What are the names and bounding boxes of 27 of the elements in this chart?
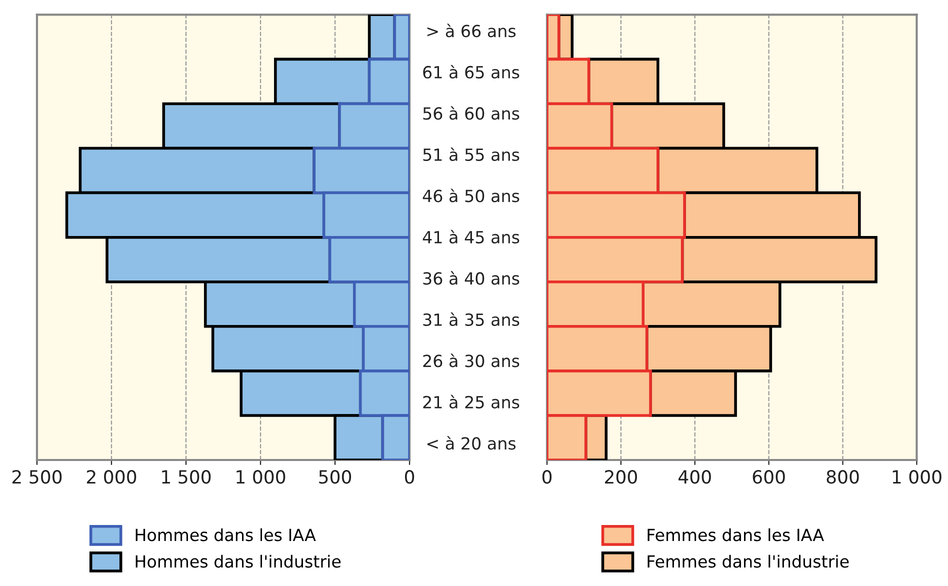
text: > à 66 ans	[427, 24, 516, 38]
x-tick-label: 600	[752, 470, 785, 484]
x-tick-label: 200	[605, 470, 637, 484]
text: 41 à 45 ans	[422, 230, 520, 244]
legend-label: Hommes dans l'industrie	[136, 554, 341, 568]
legend-label: Femmes dans l'industrie	[648, 554, 849, 568]
x-tick-label: 2 500	[12, 470, 62, 484]
text: 51 à 55 ans	[423, 147, 520, 162]
text: < à 20 ans	[427, 436, 516, 450]
text: 46 à 50 ans	[422, 188, 520, 202]
text: 61 à 65 ans	[423, 64, 520, 79]
x-tick-label: 800	[826, 470, 859, 484]
x-tick-label: 400	[678, 470, 711, 484]
legend-label: Hommes dans les IAA	[136, 528, 316, 542]
text: 56 à 60 ans	[423, 106, 520, 120]
x-tick-label: 500	[319, 470, 352, 484]
text: 36 à 40 ans	[423, 271, 520, 285]
text: 21 à 25 ans	[423, 394, 520, 408]
x-tick-label: 1 500	[162, 470, 211, 484]
x-tick-label: 0	[542, 470, 552, 484]
legend-label: Femmes dans les IAA	[648, 528, 824, 542]
x-tick-label: 2 000	[86, 470, 136, 484]
x-tick-label: 1 000	[892, 470, 942, 484]
x-tick-label: 0	[404, 470, 414, 484]
x-tick-label: 1 000	[236, 470, 286, 484]
text: 26 à 30 ans	[423, 354, 520, 368]
text: 31 à 35 ans	[423, 312, 520, 326]
